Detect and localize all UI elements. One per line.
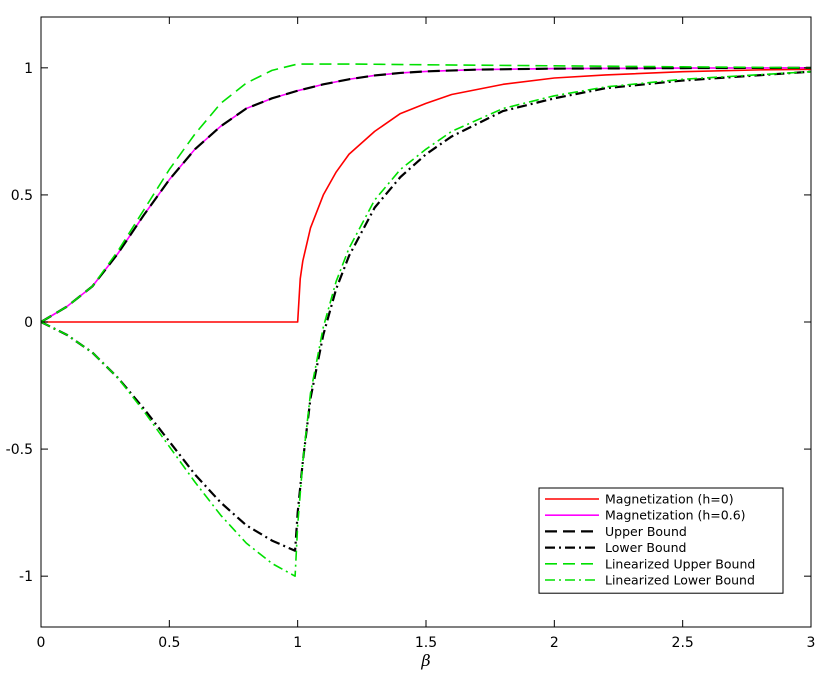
legend-box — [538, 487, 784, 594]
legend-entry: Linearized Upper Bound — [605, 556, 755, 571]
x-tick-label: 1 — [293, 635, 302, 651]
legend-entry: Magnetization (h=0) — [605, 492, 734, 507]
series-line-1 — [40, 67, 812, 323]
x-tick-label: 0.5 — [158, 635, 180, 651]
y-tick-label: -1 — [19, 569, 33, 585]
y-tick-label: -0.5 — [6, 442, 33, 458]
series-line-5 — [40, 70, 812, 577]
x-axis-ticks: 0 0.5 1 1.5 2 2.5 3 — [37, 17, 816, 651]
y-axis-ticks: 1 0.5 0 -0.5 -1 — [6, 61, 811, 585]
legend-entry: Upper Bound — [605, 524, 687, 539]
x-axis-label: β — [420, 651, 430, 670]
x-tick-label: 2 — [550, 635, 559, 651]
y-tick-label: 0.5 — [11, 188, 33, 204]
plot-lines — [40, 63, 812, 577]
series-line-4 — [40, 63, 812, 323]
legend: Magnetization (h=0)Magnetization (h=0.6)… — [538, 487, 784, 594]
legend-entry: Lower Bound — [605, 540, 686, 555]
series-line-0 — [41, 68, 812, 323]
legend-entry: Magnetization (h=0.6) — [605, 508, 746, 523]
legend-entry: Linearized Lower Bound — [605, 573, 755, 588]
x-tick-label: 3 — [807, 635, 816, 651]
series-line-2 — [40, 66, 812, 323]
x-tick-label: 0 — [37, 635, 46, 651]
y-tick-label: 0 — [24, 315, 33, 331]
y-tick-label: 1 — [24, 61, 33, 77]
x-tick-label: 1.5 — [415, 635, 437, 651]
x-tick-label: 2.5 — [672, 635, 694, 651]
series-line-3 — [40, 70, 812, 552]
